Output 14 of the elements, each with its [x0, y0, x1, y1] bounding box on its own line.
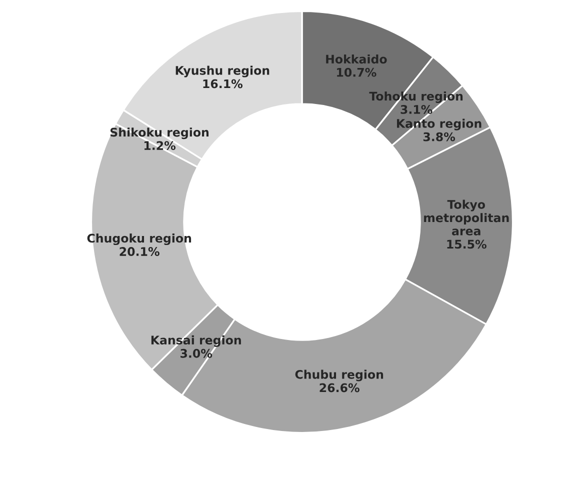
data-label: 1.2% [144, 141, 176, 150]
data-label: 16.1% [203, 79, 243, 88]
data-label: 26.6% [320, 383, 360, 392]
slice-label: Hokkaido [326, 54, 387, 64]
data-label: 20.1% [120, 247, 160, 256]
slice-label: Chugoku region [87, 234, 192, 246]
data-label: 3.8% [423, 132, 456, 142]
slice-label: Kyushu region [176, 66, 270, 78]
data-label: 15.5% [447, 240, 486, 249]
data-label: 10.7% [337, 68, 376, 77]
slice-label: Chubu region [295, 370, 384, 382]
data-label: 3.1% [400, 104, 432, 114]
slice-label: Shikoku region [110, 128, 209, 140]
slice-label: Tokyo metropolitan area [424, 200, 509, 236]
